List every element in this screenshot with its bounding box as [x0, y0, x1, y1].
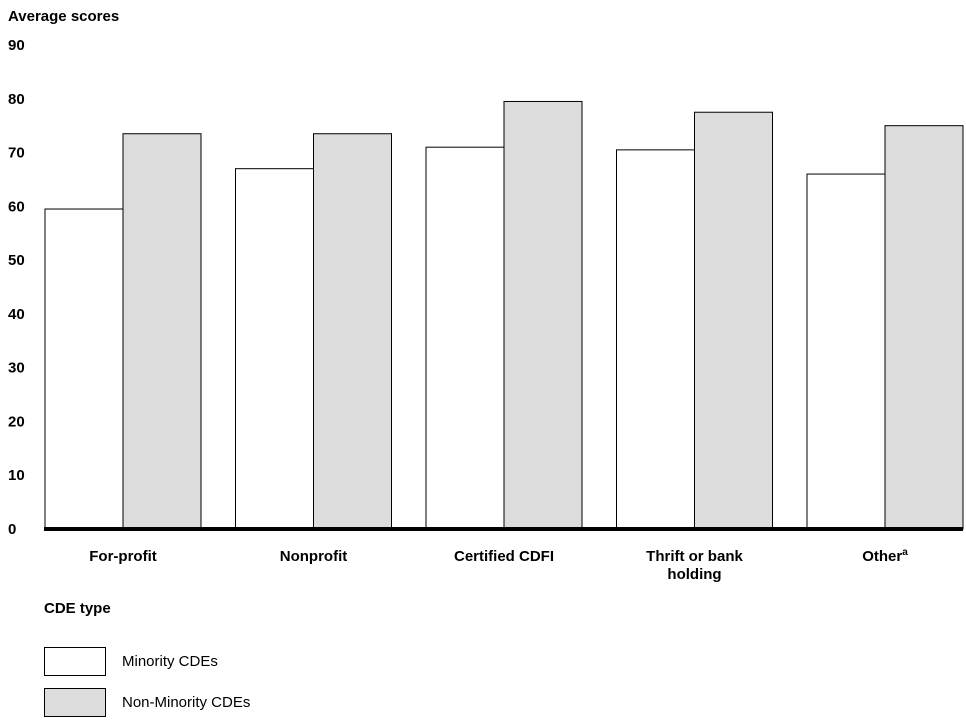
legend-swatch-minority — [44, 647, 106, 676]
y-tick-label: 90 — [8, 37, 25, 54]
bar-non-minority — [884, 125, 964, 530]
x-tick-label: For-profit — [89, 548, 156, 565]
bar-minority — [235, 168, 314, 530]
y-tick-label: 10 — [8, 467, 25, 484]
bars-group — [44, 100, 964, 530]
bar-minority — [806, 173, 886, 530]
bar-non-minority — [313, 133, 392, 530]
bar-non-minority — [694, 111, 773, 530]
x-tick-label: Thrift or bank holding — [646, 548, 743, 583]
x-tick-label: Othera — [862, 547, 908, 565]
x-tick-label: Nonprofit — [280, 548, 347, 565]
y-tick-label: 40 — [8, 306, 25, 323]
x-axis-tick-labels: For-profit Nonprofit Certified CDFI Thrift … — [89, 547, 908, 583]
bar-non-minority — [503, 100, 583, 530]
y-tick-label: 80 — [8, 91, 25, 108]
x-tick-label: Certified CDFI — [454, 548, 554, 565]
bar-minority — [616, 149, 695, 530]
y-tick-label: 50 — [8, 252, 25, 269]
bar-minority — [425, 146, 505, 530]
y-axis-title: Average scores — [8, 8, 119, 25]
y-tick-label: 20 — [8, 413, 25, 430]
bar-non-minority — [122, 133, 202, 530]
x-axis-title: CDE type — [44, 600, 111, 617]
legend-label-non-minority: Non-Minority CDEs — [122, 694, 251, 711]
y-tick-label: 70 — [8, 145, 25, 162]
bar-minority — [44, 208, 124, 530]
y-tick-label: 30 — [8, 360, 25, 377]
y-tick-label: 60 — [8, 198, 25, 215]
y-tick-label: 0 — [8, 521, 16, 538]
legend-swatch-non-minority — [44, 688, 106, 717]
legend-label-minority: Minority CDEs — [122, 653, 218, 670]
y-axis-ticks: 0 10 20 30 40 50 60 70 80 90 — [8, 37, 25, 538]
